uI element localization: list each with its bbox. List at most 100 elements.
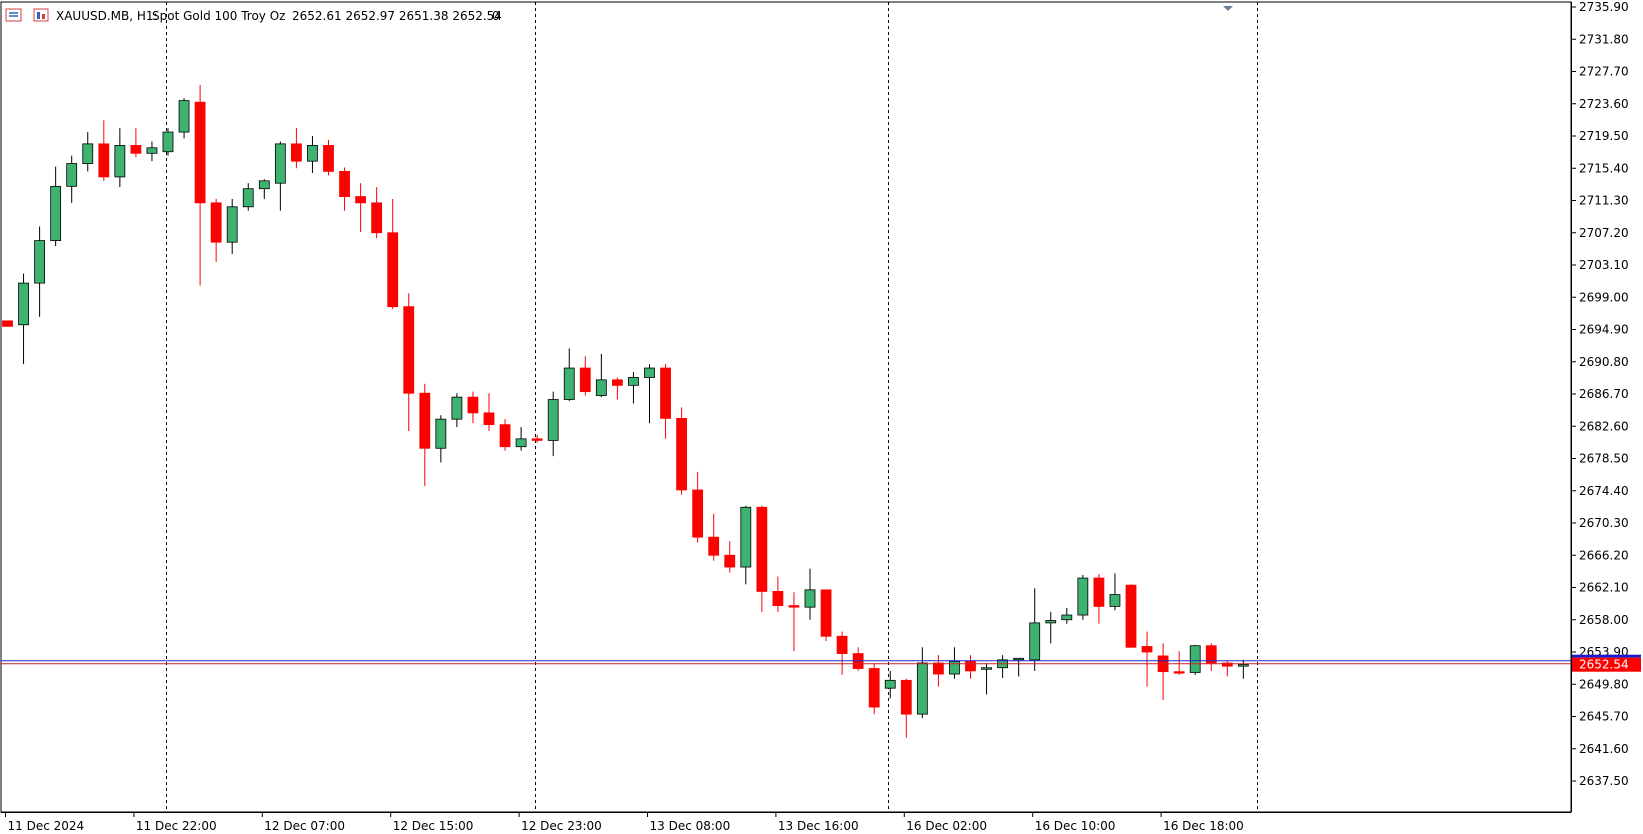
candle-body: [708, 536, 720, 556]
candle-body: [1045, 620, 1057, 624]
candle: [724, 541, 736, 573]
y-tick-label: 2637.50: [1579, 774, 1629, 788]
candle-body: [836, 635, 848, 654]
candle: [547, 391, 559, 457]
candle: [515, 427, 527, 451]
current-price-tag: 2652.54: [1572, 654, 1641, 672]
chart-header: XAUUSD.MB, H1: Spot Gold 100 Troy Oz 265…: [5, 8, 502, 23]
x-tick-label: 12 Dec 23:00: [521, 819, 602, 833]
x-tick-label: 13 Dec 08:00: [650, 819, 731, 833]
candle: [949, 647, 960, 679]
candle: [483, 393, 495, 431]
candle: [1077, 574, 1089, 620]
candle-body: [884, 679, 896, 689]
candle: [531, 434, 543, 443]
ohlc-label: 2652.61 2652.97 2651.38 2652.54: [292, 9, 502, 23]
candle-body: [1205, 645, 1217, 664]
candle: [1109, 573, 1121, 611]
candle-body: [34, 240, 45, 284]
candle-body: [965, 661, 976, 672]
candle-body: [18, 282, 29, 326]
candle-body: [130, 145, 142, 154]
candle: [387, 198, 399, 310]
candle: [804, 568, 816, 620]
candle-body: [949, 661, 960, 675]
candle-body: [868, 668, 880, 708]
candle: [965, 655, 976, 679]
candle-body: [66, 163, 78, 187]
candle: [467, 391, 479, 424]
candle: [644, 364, 655, 424]
candle: [114, 128, 126, 188]
y-tick-label: 2662.10: [1579, 581, 1629, 595]
candle-body: [499, 424, 511, 448]
y-tick-label: 2674.40: [1579, 484, 1629, 498]
candle-body: [371, 202, 383, 234]
candle-body: [756, 506, 768, 592]
price-axis[interactable]: 2735.90 2731.80 2727.70 2723.60 2719.50 2715.…: [1571, 0, 1641, 812]
candle: [1205, 643, 1217, 671]
bars-icon[interactable]: [33, 8, 49, 22]
y-tick-label: 2719.50: [1579, 129, 1629, 143]
candle: [1141, 631, 1153, 687]
candle: [820, 589, 832, 641]
symbol-label: XAUUSD.MB, H1:: [56, 9, 158, 23]
candle-body: [355, 196, 367, 204]
candle: [419, 383, 431, 487]
candle-body: [1077, 577, 1089, 616]
x-tick-label: 16 Dec 10:00: [1035, 819, 1116, 833]
candle-body: [788, 605, 800, 608]
candle-body: [628, 377, 639, 386]
x-tick-label: 11 Dec 2024: [8, 819, 85, 833]
candle-body: [50, 185, 62, 242]
candle-body: [1061, 614, 1073, 621]
candle-body: [692, 489, 704, 538]
chart-shift-marker-icon[interactable]: [1223, 6, 1233, 11]
candle: [692, 471, 704, 543]
candle: [18, 273, 29, 365]
candle: [900, 678, 912, 738]
candle: [130, 128, 142, 158]
description-label: Spot Gold 100 Troy Oz: [152, 9, 285, 23]
y-tick-label: 2690.80: [1579, 355, 1629, 369]
time-axis[interactable]: 11 Dec 2024 11 Dec 22:00 12 Dec 07:00 12 De…: [1, 812, 1571, 833]
candle: [916, 647, 928, 719]
candle: [1093, 574, 1105, 624]
candle-body: [146, 147, 158, 154]
candle: [371, 187, 383, 239]
candle: [242, 183, 254, 211]
session-separators: [166, 2, 1258, 812]
y-tick-label: 2682.60: [1579, 419, 1629, 433]
candle-body: [676, 417, 687, 491]
candle: [708, 513, 720, 561]
y-tick-label: 2666.20: [1579, 548, 1629, 562]
candle-body: [1189, 645, 1201, 673]
candle: [34, 226, 45, 317]
plot-frame: [0, 1, 1572, 813]
candle-body: [900, 679, 912, 715]
candle-body: [82, 143, 94, 164]
candle-body: [1141, 646, 1153, 653]
candle-body: [1173, 671, 1185, 674]
chart-icon[interactable]: [5, 8, 22, 22]
candle: [355, 183, 367, 232]
candle: [740, 505, 752, 585]
y-tick-label: 2686.70: [1579, 387, 1629, 401]
x-tick-label: 16 Dec 18:00: [1163, 819, 1244, 833]
candle: [146, 141, 158, 162]
candle-body: [981, 667, 992, 670]
candle-body: [1029, 622, 1041, 661]
x-tick-label: 13 Dec 16:00: [778, 819, 859, 833]
candle: [98, 120, 110, 181]
candle: [1061, 607, 1073, 624]
candle-body: [483, 412, 495, 426]
candle-body: [724, 554, 736, 568]
candle-body: [467, 396, 479, 414]
candle: [178, 98, 190, 139]
candle-body: [451, 396, 463, 420]
candle-body: [1237, 664, 1249, 667]
candle-body: [660, 367, 671, 419]
candle-body: [531, 438, 543, 441]
